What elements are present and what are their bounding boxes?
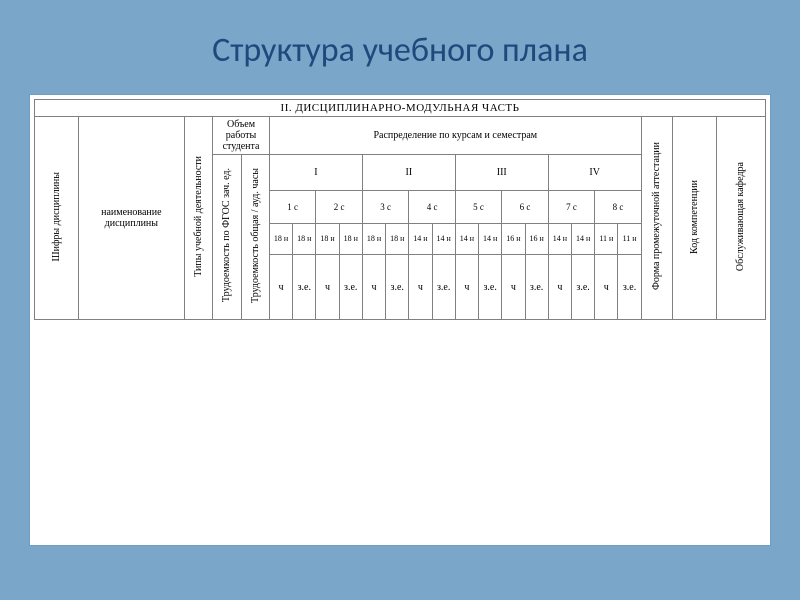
pair-cell: з.е. [618, 255, 641, 320]
weeks-cell: 11 н [618, 223, 641, 254]
semester-cell: 7 с [548, 190, 594, 223]
col-name: наименование дисциплины [78, 117, 184, 320]
weeks-cell: 14 н [479, 223, 502, 254]
section-title-cell: II. ДИСЦИПЛИНАРНО-МОДУЛЬНАЯ ЧАСТЬ [35, 100, 766, 117]
col-kafedra: Обслуживающая кафедра [716, 117, 765, 320]
slide-container: Структура учебного плана II. ДИСЦИПЛИН [0, 0, 800, 600]
weeks-cell: 18 н [293, 223, 316, 254]
col-type: Типы учебной деятельности [184, 117, 212, 320]
col-trud-fgos: Трудоемкость по ФГОС зач. ед. [213, 155, 241, 320]
semester-cell: 2 с [316, 190, 362, 223]
weeks-cell: 14 н [409, 223, 432, 254]
col-shifr: Шифры дисциплины [35, 117, 79, 320]
course-cell: I [269, 155, 362, 191]
col-kod: Код компетенции [672, 117, 716, 320]
table-row: II. ДИСЦИПЛИНАРНО-МОДУЛЬНАЯ ЧАСТЬ [35, 100, 766, 117]
weeks-cell: 18 н [362, 223, 385, 254]
weeks-cell: 14 н [455, 223, 478, 254]
pair-cell: з.е. [339, 255, 362, 320]
pair-cell: ч [595, 255, 618, 320]
course-cell: IV [548, 155, 641, 191]
weeks-cell: 16 н [525, 223, 548, 254]
course-cell: III [455, 155, 548, 191]
pair-cell: ч [269, 255, 292, 320]
pair-cell: ч [455, 255, 478, 320]
pair-cell: з.е. [293, 255, 316, 320]
pair-cell: ч [548, 255, 571, 320]
pair-cell: з.е. [571, 255, 594, 320]
col-distribution-group: Распределение по курсам и семестрам [269, 117, 641, 155]
weeks-cell: 14 н [571, 223, 594, 254]
semester-cell: 5 с [455, 190, 501, 223]
col-trud-total: Трудоемкость общая / ауд. часы [241, 155, 269, 320]
pair-cell: з.е. [432, 255, 455, 320]
pair-cell: ч [409, 255, 432, 320]
table-row: Шифры дисциплины наименование дисциплины… [35, 117, 766, 155]
table-panel: II. ДИСЦИПЛИНАРНО-МОДУЛЬНАЯ ЧАСТЬ Шифры … [30, 95, 770, 545]
semester-cell: 3 с [362, 190, 408, 223]
pair-cell: з.е. [479, 255, 502, 320]
col-workload-group: Объем работы студента [213, 117, 270, 155]
pair-cell: ч [502, 255, 525, 320]
course-cell: II [362, 155, 455, 191]
table-wrap: II. ДИСЦИПЛИНАРНО-МОДУЛЬНАЯ ЧАСТЬ Шифры … [34, 99, 766, 320]
weeks-cell: 18 н [316, 223, 339, 254]
semester-cell: 6 с [502, 190, 548, 223]
pair-cell: ч [316, 255, 339, 320]
col-form-att: Форма промежуточной аттестации [641, 117, 672, 320]
weeks-cell: 11 н [595, 223, 618, 254]
weeks-cell: 16 н [502, 223, 525, 254]
weeks-cell: 18 н [269, 223, 292, 254]
semester-cell: 4 с [409, 190, 455, 223]
semester-cell: 8 с [595, 190, 641, 223]
pair-cell: ч [362, 255, 385, 320]
pair-cell: з.е. [386, 255, 409, 320]
weeks-cell: 14 н [432, 223, 455, 254]
weeks-cell: 14 н [548, 223, 571, 254]
weeks-cell: 18 н [386, 223, 409, 254]
pair-cell: з.е. [525, 255, 548, 320]
weeks-cell: 18 н [339, 223, 362, 254]
curriculum-table: II. ДИСЦИПЛИНАРНО-МОДУЛЬНАЯ ЧАСТЬ Шифры … [34, 99, 766, 320]
slide-title: Структура учебного плана [30, 30, 770, 71]
semester-cell: 1 с [269, 190, 315, 223]
